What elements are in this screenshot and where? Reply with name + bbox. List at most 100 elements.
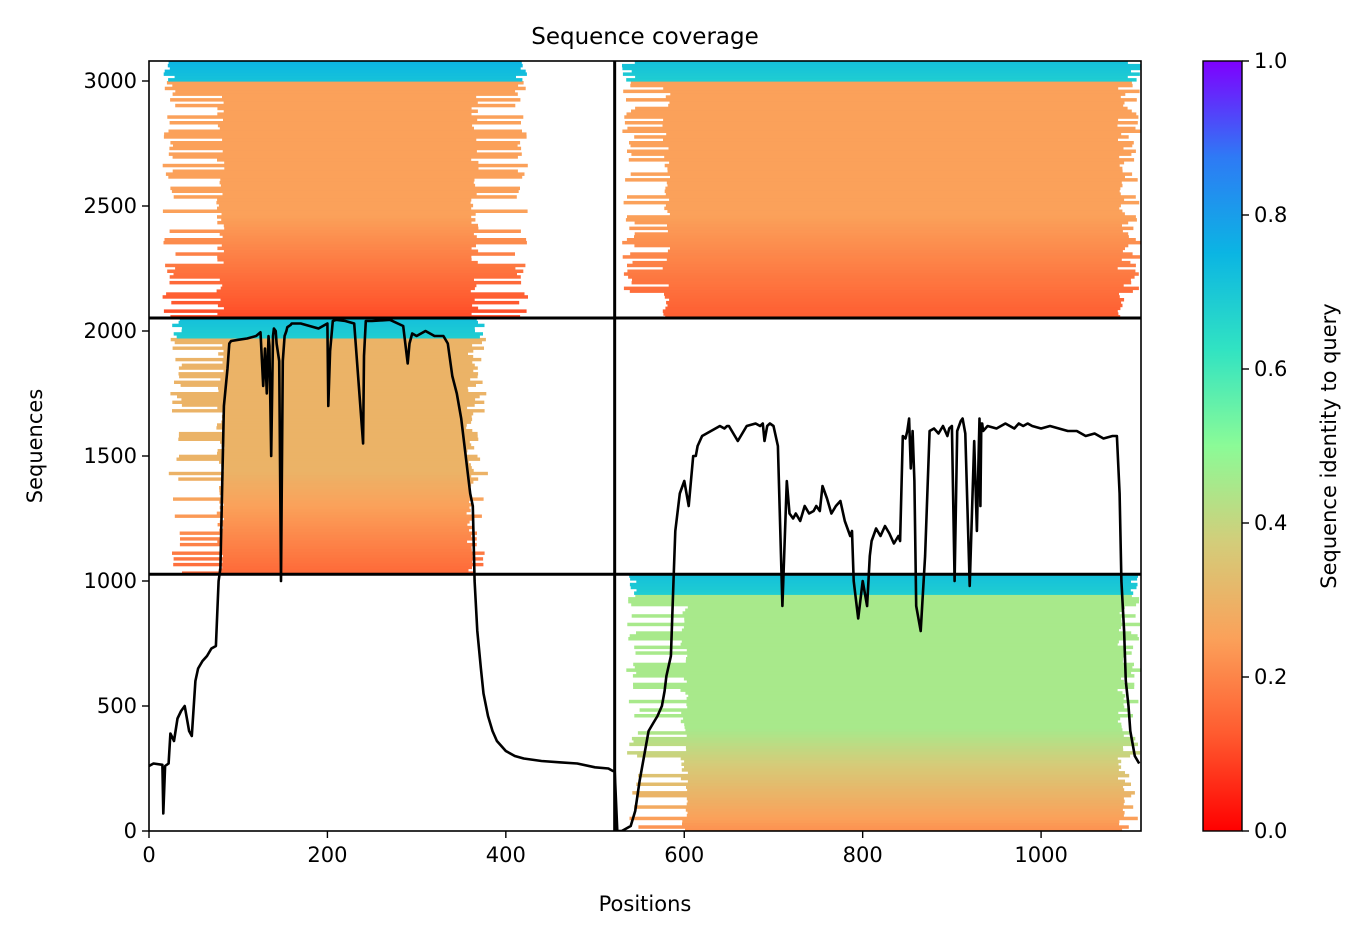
coverage-band	[218, 568, 469, 572]
coverage-band	[633, 682, 1135, 687]
coverage-band	[216, 511, 467, 515]
coverage-band	[685, 691, 1123, 695]
coverage-band	[167, 269, 524, 273]
coverage-band	[217, 112, 472, 116]
coverage-band	[221, 212, 476, 216]
coverage-band	[168, 129, 522, 133]
coverage-band	[685, 828, 1123, 831]
colorbar-tick-label: 0.4	[1254, 511, 1287, 535]
coverage-band	[636, 631, 1132, 635]
coverage-band	[687, 771, 1125, 775]
coverage-band	[682, 822, 1120, 826]
coverage-band	[223, 525, 473, 530]
coverage-band	[664, 295, 1120, 299]
x-tick-label: 800	[843, 843, 883, 867]
coverage-band	[685, 659, 1123, 664]
coverage-band	[686, 702, 1124, 707]
colorbar-tick-label: 0.6	[1254, 357, 1287, 381]
coverage-band	[662, 309, 1118, 313]
coverage-band	[178, 437, 479, 441]
coverage-band	[622, 66, 1141, 71]
coverage-band	[216, 200, 471, 205]
coverage-band	[631, 152, 1132, 156]
coverage-band	[687, 705, 1125, 709]
x-axis: 0 200 400 600 800 1000	[142, 831, 1068, 867]
coverage-band	[666, 132, 1122, 136]
coverage-band	[169, 66, 521, 71]
coverage-band	[220, 377, 471, 382]
coverage-band	[168, 471, 488, 476]
coverage-band	[217, 258, 472, 262]
coverage-band	[667, 229, 1123, 233]
y-tick-label: 2500	[84, 194, 137, 218]
coverage-band	[629, 742, 1138, 747]
coverage-band	[662, 266, 1118, 271]
coverage-band	[172, 169, 518, 173]
coverage-band	[628, 637, 1139, 641]
coverage-band	[681, 762, 1119, 766]
coverage-band	[670, 175, 1125, 179]
coverage-band	[627, 263, 1136, 268]
coverage-band	[217, 303, 473, 308]
coverage-band	[632, 674, 1135, 678]
coverage-band	[224, 160, 479, 165]
coverage-band	[178, 477, 479, 481]
coverage-band	[175, 252, 515, 256]
colorbar-tick-label: 0.0	[1254, 819, 1287, 843]
coverage-band	[632, 791, 1135, 795]
coverage-band	[681, 639, 1119, 644]
coverage-band	[217, 198, 472, 202]
coverage-band	[630, 83, 1133, 88]
coverage-band	[627, 622, 1140, 627]
coverage-band	[669, 101, 1125, 105]
coverage-band	[220, 178, 475, 182]
coverage-band	[622, 72, 1140, 76]
x-tick-label: 400	[486, 843, 526, 867]
x-tick-label: 1000	[1014, 843, 1067, 867]
coverage-band	[217, 312, 472, 316]
coverage-band	[169, 229, 521, 233]
coverage-band	[220, 440, 470, 444]
coverage-band	[685, 608, 1123, 612]
coverage-band	[223, 517, 474, 521]
coverage-band	[217, 158, 472, 162]
coverage-band	[221, 474, 472, 478]
coverage-band	[623, 89, 1140, 94]
x-tick-label: 600	[664, 843, 704, 867]
coverage-band	[220, 286, 475, 291]
coverage-band	[217, 523, 468, 527]
coverage-band	[221, 483, 472, 487]
coverage-band	[635, 594, 1132, 598]
coverage-band	[222, 95, 477, 99]
coverage-band	[681, 768, 1119, 772]
coverage-band	[172, 551, 485, 555]
coverage-band	[665, 192, 1121, 196]
coverage-band	[169, 121, 521, 125]
coverage-band	[686, 648, 1124, 652]
coverage-band	[220, 508, 471, 513]
coverage-band	[680, 756, 1118, 761]
coverage-band	[670, 92, 1126, 96]
coverage-band	[223, 260, 478, 265]
coverage-band	[686, 696, 1124, 701]
coverage-band	[684, 619, 1122, 624]
coverage-band	[221, 545, 472, 550]
coverage-band	[179, 318, 477, 322]
coverage-band	[664, 206, 1120, 211]
coverage-band	[221, 420, 472, 424]
coverage-band	[627, 215, 1136, 219]
coverage-band	[173, 143, 518, 148]
coverage-band	[635, 651, 1132, 655]
coverage-band	[170, 141, 521, 145]
coverage-band	[223, 118, 478, 122]
coverage-band	[638, 825, 1129, 829]
coverage-band	[627, 126, 1136, 131]
coverage-band	[223, 369, 474, 373]
coverage-band	[222, 466, 472, 470]
coverage-band	[217, 246, 472, 251]
y-axis: 0 500 1000 1500 2000 2500 3000	[84, 69, 149, 843]
coverage-band	[638, 773, 1130, 778]
coverage-band	[669, 298, 1125, 302]
coverage-band	[173, 195, 517, 199]
coverage-band	[630, 577, 1138, 581]
